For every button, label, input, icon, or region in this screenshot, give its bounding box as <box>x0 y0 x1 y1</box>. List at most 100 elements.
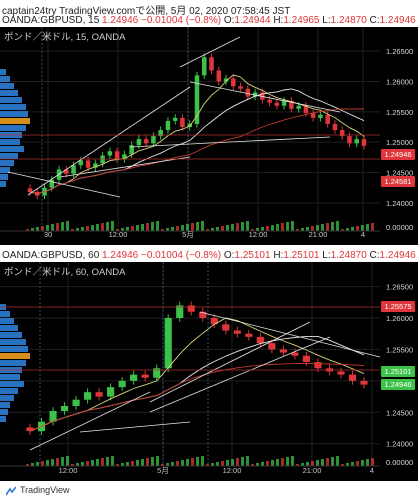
trend-line <box>27 86 191 196</box>
volume-bar <box>126 227 129 231</box>
candle <box>187 305 195 312</box>
bottom-symbol-info: OANDA:GBPUSD, 60 1.24946 −0.01004 (−0.8%… <box>2 250 416 261</box>
volume-bar <box>306 227 309 231</box>
footer-brand[interactable]: TradingView <box>20 485 70 495</box>
candle <box>325 114 330 124</box>
candle <box>93 163 98 168</box>
volume-profile-bar <box>0 104 26 110</box>
volume-bar <box>296 229 299 231</box>
volume-bar <box>101 223 104 231</box>
bottom-last: 1.24946 <box>102 250 139 261</box>
top-open-value: 1.24944 <box>234 15 271 26</box>
volume-bar <box>136 460 139 466</box>
candle <box>339 130 345 137</box>
volume-bar <box>371 458 374 466</box>
volume-bar <box>176 461 179 466</box>
candle <box>361 139 367 146</box>
candle <box>332 123 338 131</box>
volume-bar <box>191 458 194 466</box>
volume-profile-bar <box>0 318 14 324</box>
volume-profile-bar <box>0 160 14 166</box>
candle <box>114 151 120 160</box>
volume-bar <box>171 227 174 231</box>
chart-pane-15m[interactable]: 1.26500 1.26000 1.25500 1.25000 1.24500 1.240… <box>0 27 418 245</box>
volume-bar <box>166 463 169 466</box>
price-badge: 1.24946 <box>381 149 415 160</box>
volume-bar <box>346 228 349 231</box>
y-tick-label: 1.26000 <box>386 314 413 323</box>
volume-bar <box>301 228 304 231</box>
volume-bar <box>326 458 329 466</box>
candle <box>347 136 352 144</box>
price-badge: 1.25101 <box>381 366 415 377</box>
volume-bar <box>61 457 64 466</box>
volume-bar <box>246 221 249 231</box>
bottom-open-label: O: <box>223 250 235 261</box>
candle <box>118 380 126 388</box>
volume-bar <box>321 224 324 231</box>
candle <box>164 318 172 369</box>
trend-line <box>129 136 331 148</box>
volume-bar <box>196 222 199 231</box>
volume-bar <box>111 456 114 466</box>
candle <box>360 380 368 385</box>
volume-bar <box>31 228 34 231</box>
volume-bar <box>91 225 94 231</box>
candle <box>296 105 301 109</box>
publish-text: captain24try TradingView.comで公開, 5月 02, … <box>2 6 291 17</box>
moving-average-mid <box>29 335 365 432</box>
volume-bar <box>346 463 349 466</box>
volume-bar <box>216 227 219 231</box>
volume-bar <box>26 229 29 231</box>
volume-bar <box>351 462 354 466</box>
volume-bar <box>226 460 229 466</box>
candle <box>354 139 359 144</box>
x-tick-label: 4 <box>370 466 374 475</box>
volume-bar <box>201 456 204 466</box>
volume-bar <box>176 226 179 231</box>
top-high-value: 1.24965 <box>283 15 320 26</box>
volume-profile-bar <box>0 181 6 187</box>
volume-bar <box>341 229 344 231</box>
volume-bar <box>81 227 84 231</box>
candle <box>122 154 127 160</box>
candle <box>95 392 103 397</box>
volume-profile-bar <box>0 83 14 89</box>
volume-profile-bar <box>0 125 26 131</box>
volume-bar <box>171 462 174 466</box>
volume-bar <box>71 229 74 231</box>
volume-profile-bar <box>0 146 24 152</box>
volume-tick-label: 0.00000 <box>386 458 413 467</box>
trend-line <box>179 36 241 68</box>
volume-bar <box>261 462 264 466</box>
volume-bar <box>206 464 209 466</box>
volume-bar <box>201 221 204 231</box>
candle <box>165 120 171 131</box>
volume-bar <box>116 464 119 466</box>
candle <box>130 374 138 381</box>
y-tick-label: 1.25000 <box>386 138 413 147</box>
candle <box>291 352 299 356</box>
volume-bar <box>311 226 314 231</box>
chart-svg: 1.26500 1.26000 1.25500 1.25000 1.24500 1.240… <box>0 27 413 239</box>
volume-profile-bar <box>0 153 18 159</box>
volume-bar <box>76 463 79 466</box>
volume-bar <box>141 459 144 466</box>
footer: TradingView <box>0 482 418 500</box>
candle <box>222 324 230 331</box>
volume-bar <box>131 226 134 231</box>
volume-bar <box>136 225 139 231</box>
chart-pane-60m[interactable]: 1.265001.260001.255001.250001.245001.240… <box>0 262 418 481</box>
top-low-value: 1.24870 <box>330 15 367 26</box>
volume-bar <box>186 459 189 466</box>
publish-info: captain24try TradingView.comで公開, 5月 02, … <box>2 2 290 17</box>
volume-bar <box>326 223 329 231</box>
volume-bar <box>86 226 89 231</box>
volume-bar <box>156 221 159 231</box>
x-tick-label: 30 <box>44 230 52 239</box>
pane-title: ポンド／米ドル, 60, OANDA <box>4 267 126 278</box>
candle <box>136 139 142 146</box>
candle <box>303 105 309 114</box>
candle <box>260 92 265 100</box>
volume-bar <box>146 458 149 466</box>
